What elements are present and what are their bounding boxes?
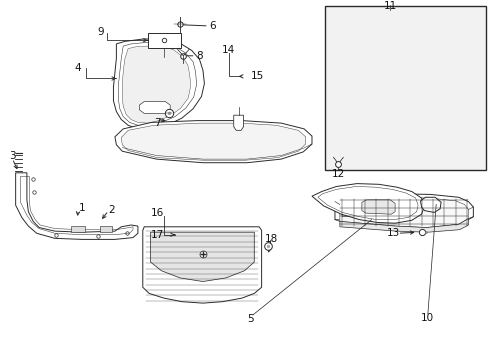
Text: 11: 11 [383, 1, 396, 12]
Polygon shape [361, 200, 394, 214]
Bar [325, 6, 485, 170]
Polygon shape [154, 127, 167, 134]
Text: 18: 18 [264, 234, 278, 244]
Text: 3: 3 [9, 150, 16, 161]
Polygon shape [420, 197, 440, 212]
Polygon shape [233, 115, 243, 130]
Bar [71, 226, 84, 232]
Polygon shape [139, 102, 170, 113]
Text: 10: 10 [421, 312, 433, 323]
Text: 7: 7 [154, 118, 161, 128]
Text: 12: 12 [331, 168, 345, 179]
Polygon shape [311, 184, 424, 223]
Text: 4: 4 [75, 63, 81, 73]
Text: 1: 1 [79, 203, 85, 213]
Polygon shape [122, 46, 190, 123]
Text: 17: 17 [150, 230, 164, 240]
Text: 8: 8 [196, 51, 203, 61]
Polygon shape [339, 219, 468, 232]
Text: 5: 5 [246, 314, 253, 324]
Polygon shape [113, 39, 204, 129]
Text: 6: 6 [209, 21, 216, 31]
Text: 9: 9 [97, 27, 103, 37]
Polygon shape [342, 209, 360, 217]
Text: 16: 16 [150, 208, 164, 218]
Polygon shape [16, 173, 138, 239]
Polygon shape [334, 194, 472, 227]
Polygon shape [147, 33, 181, 48]
Polygon shape [339, 197, 468, 228]
Polygon shape [150, 232, 254, 282]
Polygon shape [115, 121, 311, 163]
Text: 2: 2 [108, 204, 115, 215]
Polygon shape [121, 123, 305, 160]
Polygon shape [142, 227, 261, 303]
Text: 14: 14 [222, 45, 235, 55]
Text: 13: 13 [386, 228, 399, 238]
Text: 15: 15 [250, 71, 263, 81]
Bar [100, 226, 112, 232]
